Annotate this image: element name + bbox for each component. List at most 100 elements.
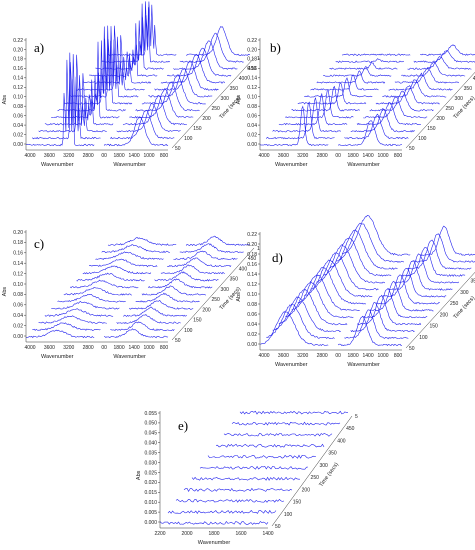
spectrum-trace — [388, 260, 453, 291]
spectrum-trace — [95, 251, 164, 261]
z-tick-label: 100 — [418, 136, 427, 142]
spectrum-trace — [278, 289, 348, 326]
z-tick-label: 200 — [436, 116, 445, 122]
y-tick-label: 0.02 — [247, 332, 257, 338]
x-axis-label-right: Wavenumber — [113, 162, 146, 168]
spectrum-trace — [32, 54, 101, 140]
z-tick-label: 250 — [311, 475, 320, 481]
x-tick-label: 3600 — [44, 153, 55, 159]
spectrum-trace — [420, 44, 475, 56]
z-tick-label: 350 — [328, 451, 337, 457]
x-tick-label: 3600 — [278, 153, 289, 159]
z-tick-label: 150 — [430, 324, 439, 330]
spectrum-trace — [239, 410, 349, 415]
x-tick-label: 4000 — [258, 153, 269, 159]
spectrum-trace — [285, 281, 354, 319]
spectrum-trace — [63, 25, 133, 105]
spectrum-trace — [329, 61, 398, 70]
x-tick-label: 00 — [101, 153, 107, 159]
z-tick-label: 250 — [450, 301, 459, 307]
x-tick-label: 1000 — [377, 153, 388, 159]
spectrum-trace — [44, 73, 114, 126]
x-tick-label: 4000 — [24, 153, 35, 159]
spectrum-trace — [183, 487, 293, 493]
x-tick-label: 2200 — [154, 531, 165, 537]
y-tick-label: 0.005 — [144, 510, 157, 516]
z-axis — [171, 57, 255, 149]
spectrum-trace — [160, 53, 226, 84]
y-tick-label: 0.045 — [144, 431, 157, 437]
spectrum-trace — [148, 278, 213, 289]
spectrum-trace — [419, 225, 475, 256]
y-tick-label: 0.20 — [247, 242, 257, 248]
spectrum-trace — [344, 113, 409, 140]
y-tick-label: 0.16 — [13, 251, 23, 257]
z-tick-label: 50 — [409, 146, 415, 152]
y-tick-label: 0.16 — [13, 66, 23, 72]
spectrum-trace — [32, 322, 101, 331]
y-tick-label: 0.08 — [13, 104, 23, 110]
z-tick-label: 450 — [248, 256, 257, 262]
z-tick-label: 50 — [175, 338, 181, 344]
spectrum-trace — [335, 222, 405, 263]
z-axis — [405, 71, 475, 149]
x-tick-label: 00 — [335, 153, 341, 159]
z-tick-label: 200 — [202, 116, 211, 122]
x-tick-label: 1800 — [348, 153, 359, 159]
z-tick-label: 250 — [445, 106, 454, 112]
y-tick-label: 0.18 — [247, 57, 257, 63]
y-axis-label: Abs — [136, 470, 142, 480]
spectrum-trace — [407, 56, 472, 70]
x-axis-label-left: Wavenumber — [41, 354, 74, 360]
spectrum-trace — [291, 85, 360, 112]
spectrum-trace — [82, 265, 152, 275]
spectrum-trace — [148, 67, 213, 98]
spectrum-trace — [199, 465, 309, 470]
z-tick-label: 200 — [202, 307, 211, 313]
z-tick-label: 350 — [230, 86, 239, 92]
spectrum-trace — [179, 243, 244, 253]
z-tick-label: 100 — [184, 328, 193, 334]
spectrum-trace — [291, 274, 360, 311]
spectrum-trace — [413, 233, 475, 263]
y-tick-label: 0.04 — [247, 123, 257, 129]
spectrum-trace — [122, 306, 187, 317]
spectrum-trace — [51, 41, 120, 119]
x-tick-label: 1400 — [262, 531, 273, 537]
x-tick-label: 1400 — [128, 345, 139, 351]
z-tick-label: 150 — [193, 318, 202, 324]
z-tick-label: 350 — [464, 86, 473, 92]
spectrum-trace — [285, 89, 354, 119]
y-tick-label: 0.020 — [144, 480, 157, 486]
spectrum-trace — [103, 328, 169, 339]
spectrum-trace — [259, 105, 329, 147]
spectrum-trace — [323, 65, 392, 77]
spectrum-trace — [413, 50, 475, 63]
y-tick-label: 0.22 — [247, 38, 257, 44]
y-tick-label: 0.08 — [247, 302, 257, 308]
spectrum-trace — [207, 454, 317, 459]
y-tick-label: 0.14 — [247, 272, 257, 278]
y-tick-label: 0.14 — [247, 76, 257, 82]
y-tick-label: 0.00 — [247, 142, 257, 148]
spectrum-trace — [69, 279, 139, 289]
panel-label: e) — [178, 418, 188, 433]
spectrum-trace — [129, 300, 194, 310]
y-tick-label: 0.04 — [13, 313, 23, 319]
spectrum-trace — [116, 103, 181, 133]
spectrum-trace — [375, 274, 440, 305]
y-tick-label: 0.06 — [13, 113, 23, 119]
panel-label: c) — [34, 236, 44, 251]
z-tick-label: 100 — [419, 335, 428, 341]
spectrum-trace — [160, 264, 225, 275]
x-axis-label-right: Wavenumber — [347, 162, 380, 168]
x-tick-label: 1400 — [362, 153, 373, 159]
z-tick-label: 100 — [284, 512, 293, 518]
spectrum-trace — [215, 443, 325, 448]
z-tick-label: 5 — [355, 414, 358, 420]
spectrum-trace — [135, 292, 200, 303]
spectrum-trace — [129, 87, 194, 119]
spectrum-trace — [69, 26, 139, 98]
y-tick-label: 0.02 — [13, 323, 23, 329]
